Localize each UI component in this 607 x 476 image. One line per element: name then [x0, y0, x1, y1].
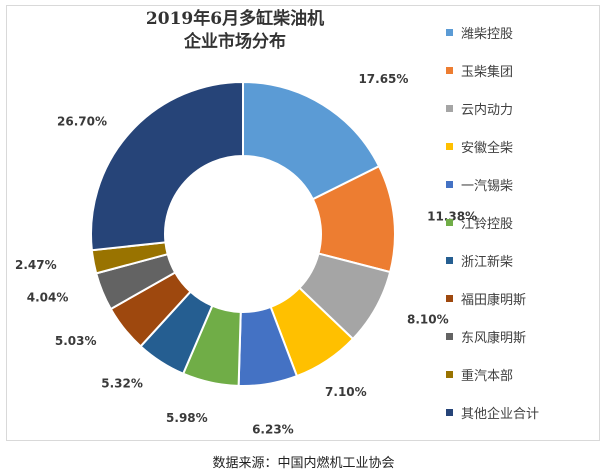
legend-item: 江铃控股 [446, 212, 596, 232]
legend-item: 一汽锡柴 [446, 174, 596, 194]
slice-value-label-2: 11.38% [427, 210, 477, 224]
legend-label: 潍柴控股 [461, 26, 514, 42]
chart-title: 2019年6月多缸柴油机 [145, 9, 325, 29]
legend-swatch [446, 294, 453, 302]
legend-swatch [446, 370, 453, 378]
legend-item: 云内动力 [446, 98, 596, 118]
chart-subtitle: 企业市场分布 [184, 32, 286, 52]
slice-value-label-11: 26.70% [57, 115, 107, 129]
legend-item: 其他企业合计 [446, 402, 596, 422]
chart-legend: 潍柴控股玉柴集团云内动力安徽全柴一汽锡柴江铃控股浙江新柴福田康明斯东风康明斯重汽… [446, 22, 596, 440]
legend-label: 一汽锡柴 [461, 178, 514, 194]
legend-label: 江铃控股 [461, 216, 514, 232]
slice-value-label-1: 17.65% [358, 72, 408, 86]
legend-swatch [446, 104, 453, 112]
legend-swatch [446, 142, 453, 150]
donut-slice-1 [242, 80, 381, 201]
legend-swatch [446, 408, 453, 416]
slice-value-label-6: 5.98% [166, 411, 208, 425]
legend-item: 东风康明斯 [446, 326, 596, 346]
legend-swatch [446, 66, 453, 74]
legend-item: 潍柴控股 [446, 22, 596, 42]
legend-item: 浙江新柴 [446, 250, 596, 270]
slice-value-label-10: 2.47% [15, 258, 57, 272]
legend-label: 其他企业合计 [461, 406, 540, 422]
slice-value-label-9: 4.04% [27, 291, 69, 305]
legend-label: 浙江新柴 [461, 254, 514, 270]
legend-item: 重汽本部 [446, 364, 596, 384]
slice-value-label-4: 7.10% [325, 385, 367, 399]
legend-swatch [446, 28, 453, 36]
slice-value-label-7: 5.32% [101, 376, 143, 390]
chart-title-block: 2019年6月多缸柴油机 企业市场分布 [120, 8, 350, 54]
legend-label: 云内动力 [461, 102, 514, 118]
slice-value-label-3: 8.10% [407, 313, 449, 327]
legend-label: 安徽全柴 [461, 140, 514, 156]
legend-label: 福田康明斯 [461, 292, 527, 308]
legend-swatch [446, 180, 453, 188]
legend-swatch [446, 332, 453, 340]
source-note: 数据来源：中国内燃机工业协会 [212, 456, 395, 471]
slice-value-label-8: 5.03% [55, 334, 97, 348]
legend-item: 玉柴集团 [446, 60, 596, 80]
legend-label: 玉柴集团 [461, 64, 514, 80]
legend-swatch [446, 218, 453, 226]
legend-swatch [446, 256, 453, 264]
legend-label: 东风康明斯 [461, 330, 527, 346]
donut-slice-11 [90, 80, 244, 252]
legend-item: 安徽全柴 [446, 136, 596, 156]
legend-label: 重汽本部 [461, 368, 514, 384]
legend-item: 福田康明斯 [446, 288, 596, 308]
slice-value-label-5: 6.23% [252, 423, 294, 437]
